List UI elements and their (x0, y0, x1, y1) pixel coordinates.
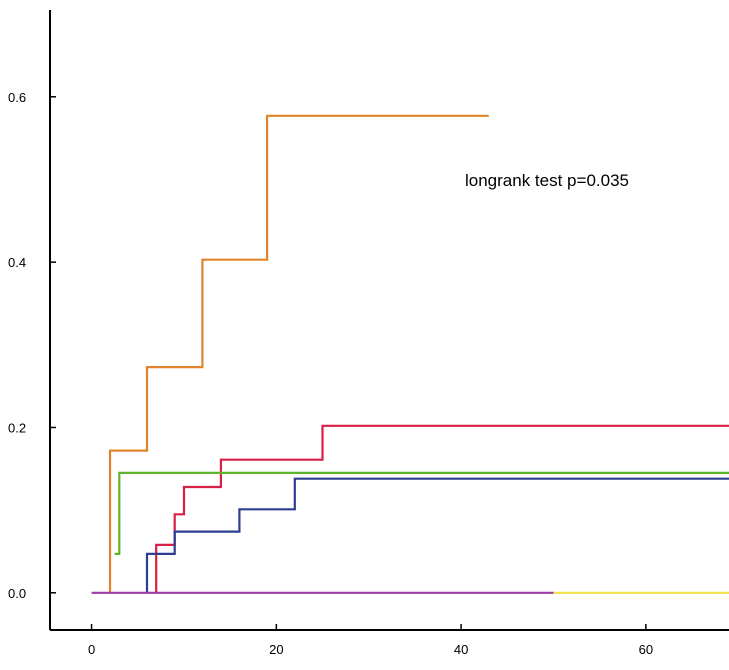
x-tick-label: 40 (454, 642, 468, 657)
y-tick-label: 0.4 (8, 255, 26, 270)
series-line-2 (155, 424, 729, 593)
series-layer (91, 114, 729, 594)
y-tick-label: 0.6 (8, 90, 26, 105)
series-line-4 (145, 477, 729, 593)
labels-layer: 0.0 0.2 0.4 0.6 0 20 40 60 (8, 90, 653, 657)
series-line-3 (114, 471, 729, 555)
x-tick-label: 60 (639, 642, 653, 657)
y-tick-label: 0.2 (8, 420, 26, 435)
x-tick-label: 20 (269, 642, 283, 657)
x-tick-label: 0 (88, 642, 95, 657)
series-line-1 (108, 114, 489, 593)
logrank-annotation: longrank test p=0.035 (465, 171, 629, 190)
axes (49, 10, 729, 631)
y-tick-label: 0.0 (8, 586, 26, 601)
